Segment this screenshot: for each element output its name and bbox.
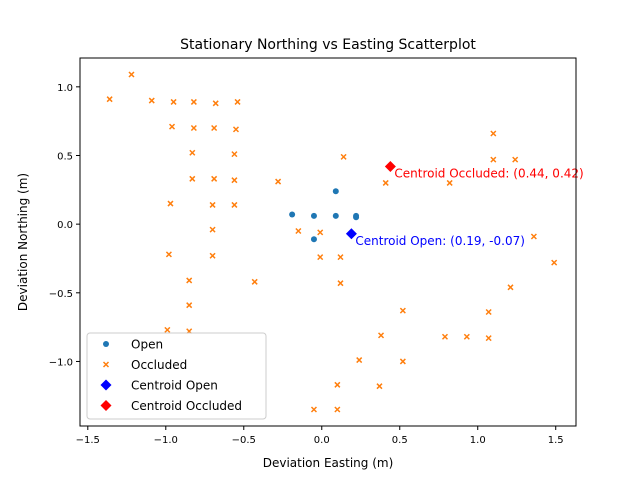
data-point — [148, 97, 155, 104]
x-tick-label: −1.0 — [154, 435, 178, 446]
data-point — [211, 175, 218, 182]
data-point — [441, 333, 449, 340]
data-point — [378, 332, 385, 339]
legend-marker — [102, 361, 110, 368]
legend-label: Centroid Open — [131, 379, 218, 393]
data-point — [334, 381, 341, 388]
data-point — [275, 178, 282, 185]
data-point — [530, 233, 537, 240]
data-point — [446, 179, 453, 186]
data-point — [209, 252, 216, 259]
data-point — [490, 130, 497, 137]
legend-marker — [103, 341, 109, 347]
data-point — [231, 201, 238, 208]
data-point — [317, 254, 324, 261]
y-tick-label: −1.0 — [49, 357, 73, 368]
data-point — [232, 126, 240, 133]
data-point — [164, 326, 171, 333]
x-tick-label: −0.5 — [232, 435, 256, 446]
data-point — [251, 278, 258, 285]
x-tick-label: 0.0 — [314, 435, 330, 446]
data-point — [353, 212, 360, 219]
axis-ticks: −1.5 −1.0 −0.5 0.0 0.5 1.0 1.5 1.0 0.5 0.0 −0.5 −1.… — [49, 83, 564, 446]
data-point — [211, 124, 218, 132]
y-axis-label: Deviation Northing (m) — [16, 173, 30, 311]
data-point — [345, 228, 357, 240]
y-tick-label: −0.5 — [49, 289, 73, 300]
data-point — [382, 179, 389, 186]
data-point — [310, 406, 317, 413]
annotation-label: Centroid Open: (0.19, -0.07) — [355, 234, 525, 248]
data-point — [512, 156, 519, 163]
data-point — [128, 71, 135, 78]
y-tick-label: 1.0 — [57, 83, 73, 94]
y-tick-label: 0.0 — [57, 220, 73, 231]
x-tick-label: 1.5 — [548, 435, 564, 446]
series-open — [289, 188, 360, 243]
plot-frame — [79, 57, 577, 427]
series-centroid-occluded — [384, 160, 396, 172]
x-axis-label: Deviation Easting (m) — [263, 456, 394, 470]
data-point — [212, 100, 219, 107]
data-point — [332, 212, 339, 219]
data-point — [231, 151, 238, 158]
data-point — [167, 200, 174, 207]
x-tick-label: −1.5 — [76, 435, 100, 446]
data-point — [106, 96, 113, 103]
data-point — [507, 284, 514, 291]
chart-title: Stationary Northing vs Easting Scatterpl… — [180, 37, 476, 53]
annotation-label: Centroid Occluded: (0.44, 0.42) — [394, 166, 583, 180]
data-point — [231, 177, 238, 184]
data-point — [289, 211, 296, 218]
data-point — [317, 229, 324, 236]
data-point — [332, 188, 339, 195]
data-point — [485, 308, 492, 316]
data-point — [295, 227, 302, 235]
y-tick-label: 0.5 — [57, 151, 73, 162]
data-point — [463, 333, 470, 340]
data-point — [186, 277, 193, 284]
annotations: Centroid Occluded: (0.44, 0.42) Centroid … — [355, 166, 583, 247]
data-point — [168, 123, 176, 130]
data-point — [399, 307, 406, 314]
data-point — [376, 383, 383, 390]
data-point — [165, 251, 172, 258]
data-point — [337, 280, 344, 287]
legend-box — [86, 332, 267, 420]
data-point — [337, 254, 344, 261]
legend-marker — [100, 400, 112, 411]
data-point — [190, 98, 197, 105]
data-point — [186, 302, 193, 309]
legend-label: Open — [131, 338, 163, 352]
data-point — [190, 124, 197, 132]
data-point — [384, 160, 396, 172]
data-point — [356, 357, 363, 364]
legend-label: Centroid Occluded — [131, 399, 242, 413]
data-point — [209, 201, 216, 208]
data-point — [399, 358, 406, 365]
data-point — [189, 149, 196, 156]
data-point — [334, 406, 341, 413]
data-point — [189, 175, 196, 182]
data-point — [234, 98, 241, 105]
data-point — [310, 212, 317, 219]
data-point — [340, 153, 347, 160]
legend-label: Occluded — [131, 358, 187, 372]
x-tick-label: 1.0 — [470, 435, 486, 446]
series-centroid-open — [345, 228, 357, 240]
x-tick-label: 0.5 — [392, 435, 408, 446]
data-point — [490, 156, 497, 163]
legend-marker — [100, 379, 112, 391]
data-points — [106, 71, 558, 413]
data-point — [310, 236, 317, 243]
legend: Open Occluded Centroid Open Centroid Occlud… — [86, 332, 267, 420]
data-point — [170, 98, 177, 105]
series-occluded — [106, 71, 558, 413]
data-point — [209, 226, 216, 233]
data-point — [485, 335, 492, 342]
data-point — [551, 259, 558, 266]
